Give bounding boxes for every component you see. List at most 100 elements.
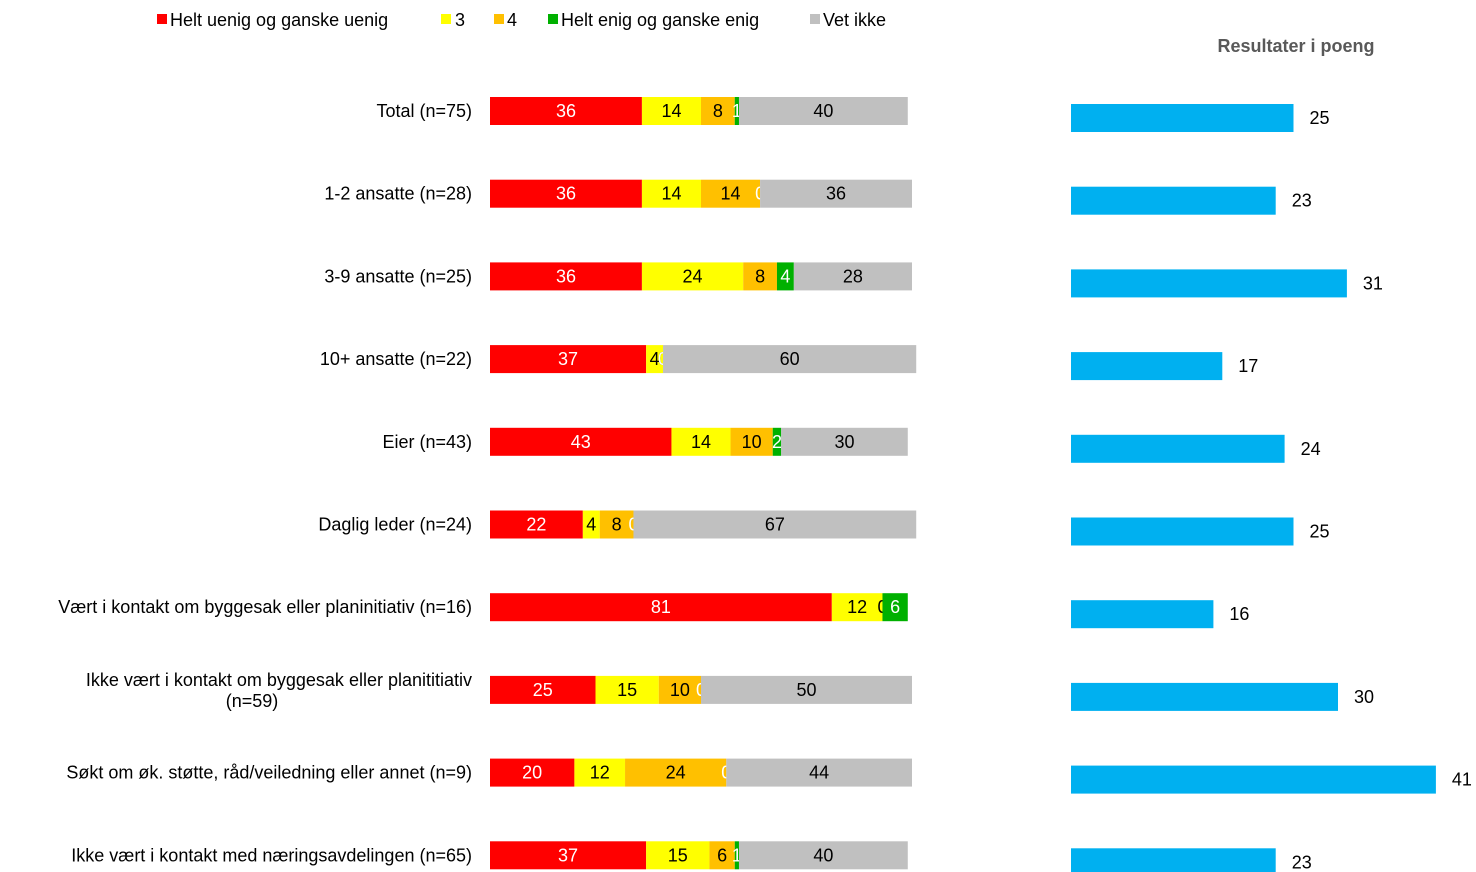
bar-segment: [701, 97, 735, 125]
bar-segment: [831, 593, 883, 622]
score-bar: [1071, 517, 1294, 546]
legend-swatch: [810, 14, 820, 24]
legend: Helt uenig og ganske uenig 3 4 Helt enig og…: [157, 10, 886, 30]
bar-segment: [490, 427, 672, 456]
bar-segment: [641, 262, 744, 291]
bar-segment: [658, 675, 701, 704]
bar-segment: [641, 179, 701, 208]
bar-segment: [738, 841, 908, 870]
bar-value-label: 28: [843, 266, 863, 286]
bar-value-label: 50: [796, 680, 816, 700]
bar-segment: [633, 510, 917, 539]
score-value-label: 25: [1310, 522, 1330, 542]
bar-value-label: 10: [670, 680, 690, 700]
bar-value-label: 40: [813, 845, 833, 865]
bar-segment: [490, 345, 647, 374]
bar-value-label: 67: [765, 515, 785, 535]
score-value-label: 25: [1310, 108, 1330, 128]
legend-swatch: [548, 14, 558, 24]
category-label: Ikke vært i kontakt med næringsavdelinge…: [71, 845, 472, 865]
bar-value-label: 6: [717, 845, 727, 865]
bar-segment: [671, 427, 731, 456]
bar-segment: [663, 345, 917, 374]
bar-value-label: 10: [742, 432, 762, 452]
bar-segment: [882, 593, 908, 622]
bar-value-label: 24: [683, 266, 703, 286]
legend-label: Helt uenig og ganske uenig: [170, 10, 388, 30]
score-value-label: 17: [1238, 356, 1258, 376]
legend-swatch: [157, 14, 167, 24]
legend-label: 3: [455, 10, 465, 30]
bar-value-label: 36: [556, 184, 576, 204]
score-bar: [1071, 848, 1276, 872]
score-bar: [1071, 269, 1347, 298]
bar-segment: [646, 841, 710, 870]
bar-segment: [490, 593, 832, 622]
bar-segment: [490, 675, 596, 704]
score-bar: [1071, 352, 1223, 381]
bar-value-label: 8: [713, 101, 723, 121]
category-label-line2: (n=59): [226, 691, 279, 711]
bar-value-label: 14: [721, 184, 741, 204]
score-bar: [1071, 682, 1338, 711]
bar-value-label: 8: [755, 266, 765, 286]
bar-value-label: 14: [661, 184, 681, 204]
bar-segment: [781, 427, 908, 456]
score-value-label: 31: [1363, 273, 1383, 293]
score-chart-title: Resultater i poeng: [1217, 36, 1374, 56]
bar-value-label: 15: [668, 845, 688, 865]
category-labels: Total (n=75) 1-2 ansatte (n=28) 3-9 ansatt…: [58, 101, 472, 865]
bar-segment: [490, 97, 642, 125]
score-value-label: 30: [1354, 687, 1374, 707]
bar-value-label: 36: [826, 184, 846, 204]
category-label: Eier (n=43): [382, 432, 472, 452]
bar-value-label: 20: [522, 763, 542, 783]
bar-value-label: 4: [586, 515, 596, 535]
bar-value-label: 40: [813, 101, 833, 121]
bar-segment: [772, 427, 782, 456]
bar-segment: [726, 758, 912, 787]
score-value-label: 41: [1452, 770, 1472, 790]
bar-segment: [641, 97, 701, 125]
bar-segment: [646, 345, 664, 374]
bar-value-label: 37: [558, 349, 578, 369]
bar-segment: [709, 841, 735, 870]
bar-segment: [595, 675, 659, 704]
legend-label: Vet ikke: [823, 10, 886, 30]
bar-value-label: 1: [732, 101, 742, 121]
bar-segment: [490, 262, 642, 291]
legend-label: Helt enig og ganske enig: [561, 10, 759, 30]
bar-segment: [760, 179, 912, 208]
bar-value-label: 6: [890, 597, 900, 617]
bar-segment: [701, 675, 912, 704]
category-label: 3-9 ansatte (n=25): [324, 266, 472, 286]
category-label: 1-2 ansatte (n=28): [324, 184, 472, 204]
category-label: Total (n=75): [376, 101, 472, 121]
bar-value-label: 8: [612, 515, 622, 535]
bar-segment: [490, 758, 575, 787]
bar-value-label: 4: [650, 349, 660, 369]
bar-value-label: 14: [661, 101, 681, 121]
score-bar: [1071, 434, 1285, 463]
bar-value-label: 12: [847, 597, 867, 617]
category-label: 10+ ansatte (n=22): [320, 349, 472, 369]
score-bar: [1071, 600, 1214, 629]
bar-segment: [734, 97, 739, 125]
category-label: Vært i kontakt om byggesak eller planini…: [58, 597, 472, 617]
bar-value-label: 22: [526, 515, 546, 535]
bar-value-label: 4: [780, 266, 790, 286]
score-value-label: 23: [1292, 191, 1312, 211]
bar-value-label: 30: [834, 432, 854, 452]
bar-value-label: 36: [556, 266, 576, 286]
bar-segment: [490, 841, 647, 870]
bar-segment: [743, 262, 777, 291]
score-value-label: 23: [1292, 852, 1312, 872]
bar-value-label: 43: [571, 432, 591, 452]
bar-segment: [793, 262, 912, 291]
score-bars: 25 23 31 17 24 25 16 30 41 23: [1071, 104, 1472, 872]
bar-value-label: 81: [651, 597, 671, 617]
score-bar: [1071, 186, 1276, 215]
bar-value-label: 44: [809, 763, 829, 783]
score-bar: [1071, 765, 1436, 794]
